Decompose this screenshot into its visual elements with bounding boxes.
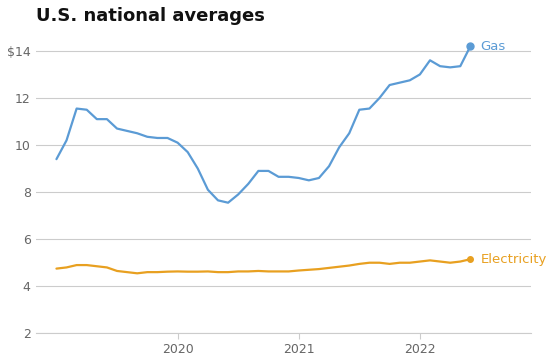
Text: Electricity: Electricity [480, 253, 547, 266]
Text: Gas: Gas [480, 40, 506, 53]
Text: U.S. national averages: U.S. national averages [36, 7, 265, 25]
